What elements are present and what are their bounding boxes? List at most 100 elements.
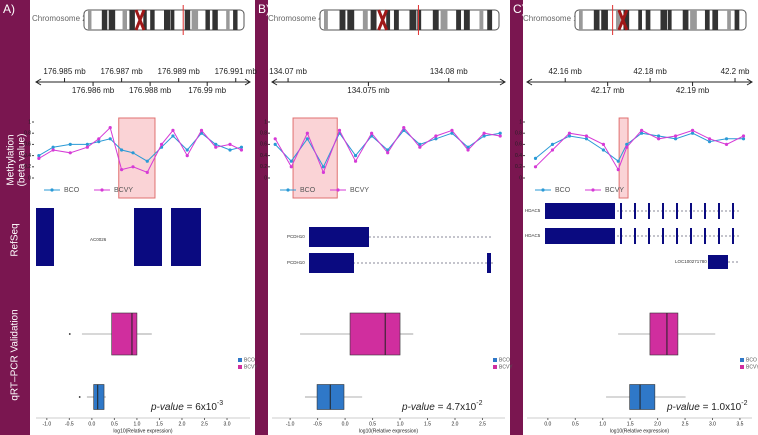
p-value-exponent: -3 [217,400,223,407]
x-tick-label: 0.5 [111,421,118,427]
ideogram-band [226,10,230,30]
methylation-point [434,137,438,141]
x-tick-label: -1.0 [43,421,52,427]
ideogram-band [579,10,583,30]
chromosome-label: Chromosome 17 [523,14,583,23]
ideogram-band [150,10,155,30]
legend-label: BCVY [746,364,758,370]
scale-arrow [526,78,753,86]
y-tick-label: 0.4 [24,153,31,159]
ideogram-band [347,10,355,30]
row-label: RefSeq [10,223,21,256]
methylation-point [353,159,358,163]
legend-dot [336,188,340,192]
legend-label: BCO [499,357,510,363]
y-tick-label: 0.4 [260,153,267,159]
ideogram-band [324,10,328,30]
methylation-point [145,170,149,174]
methylation-point [482,134,486,138]
y-tick-label: 0.8 [24,131,31,137]
methylation-point [657,137,661,141]
methylation-point [85,145,89,149]
p-value-label: p-value [150,402,184,413]
y-tick-label: 0.6 [24,142,31,148]
ideogram-band [638,10,642,30]
gene-exon [545,228,615,244]
y-tick-label: 0.6 [515,142,522,148]
methylation-line [535,129,744,171]
methylation-point [370,131,374,135]
side-strip [510,0,523,435]
gene-exon [634,203,636,219]
ideogram-band [682,10,689,30]
ideogram-band [212,10,218,30]
legend-swatch [238,358,242,362]
gene-label: LOC100271780 [675,259,707,264]
methylation-point [185,154,189,158]
methylation-point [533,165,538,169]
ideogram-band [479,10,484,30]
ideogram-band [164,10,171,30]
methylation-point [450,128,454,132]
scale-tick-label: 42.19 mb [676,86,710,95]
x-tick-label: -0.5 [313,421,322,427]
methylation-point [498,134,502,138]
chromosome-label: Chromosome 2 [32,14,87,23]
legend-swatch [238,365,242,369]
panel-label: C) [513,2,526,16]
ideogram-band [205,10,210,30]
legend-dot [286,188,290,192]
p-value-exponent: -2 [741,400,747,407]
ideogram-band [601,10,608,30]
scale-tick-label: 176.99 mb [188,86,226,95]
methylation-point [724,137,729,141]
methylation-point [673,137,678,141]
box [111,312,138,356]
x-tick-label: 2.0 [178,421,185,427]
y-tick-label: 0 [264,175,267,181]
methylation-point [498,131,502,135]
methylation-point [68,151,72,155]
chromosome-label: Chromosome 4 [268,14,323,23]
legend-dot [50,188,54,192]
gene-exon [718,203,720,219]
gene-label: PCDH10 [287,234,305,239]
panel-label: B) [258,2,270,16]
methylation-point [673,134,678,138]
y-tick-label: 1 [264,119,267,125]
box [649,312,679,356]
x-tick-label: 1.0 [599,421,606,427]
scale-arrow [35,78,251,86]
scale-tick-label: 176.988 mb [129,86,172,95]
scale-tick-label: 42.17 mb [591,86,625,95]
y-tick-label: 0 [519,175,522,181]
methylation-point [199,128,204,132]
ideogram-band [170,10,175,30]
highlight-region [292,117,338,199]
y-tick-label: 0.8 [515,131,522,137]
methylation-point [584,137,589,141]
methylation-point [289,165,293,169]
y-tick-label: 0.2 [24,164,31,170]
x-tick-label: 1.5 [156,421,163,427]
methylation-point [289,159,293,163]
methylation-point [386,151,390,155]
methylation-point [616,159,620,163]
methylation-point [741,137,746,141]
methylation-point [616,168,620,172]
x-axis-label: log10(Relative expression) [113,428,173,434]
methylation-point [120,168,124,172]
gene-exon [634,228,636,244]
methylation-line [38,126,242,174]
x-tick-label: 1.5 [424,421,431,427]
gene-exon [690,203,692,219]
legend-label: BCVY [350,187,369,194]
ideogram-band [456,10,462,30]
methylation-point [171,134,175,138]
ideogram-band [393,10,399,30]
methylation-point [37,156,41,160]
p-value: p-value = 4.7x10-2 [401,400,483,413]
x-tick-label: 2.0 [452,421,459,427]
ideogram-band [417,10,422,30]
gene-label: PCDH10 [287,260,305,265]
